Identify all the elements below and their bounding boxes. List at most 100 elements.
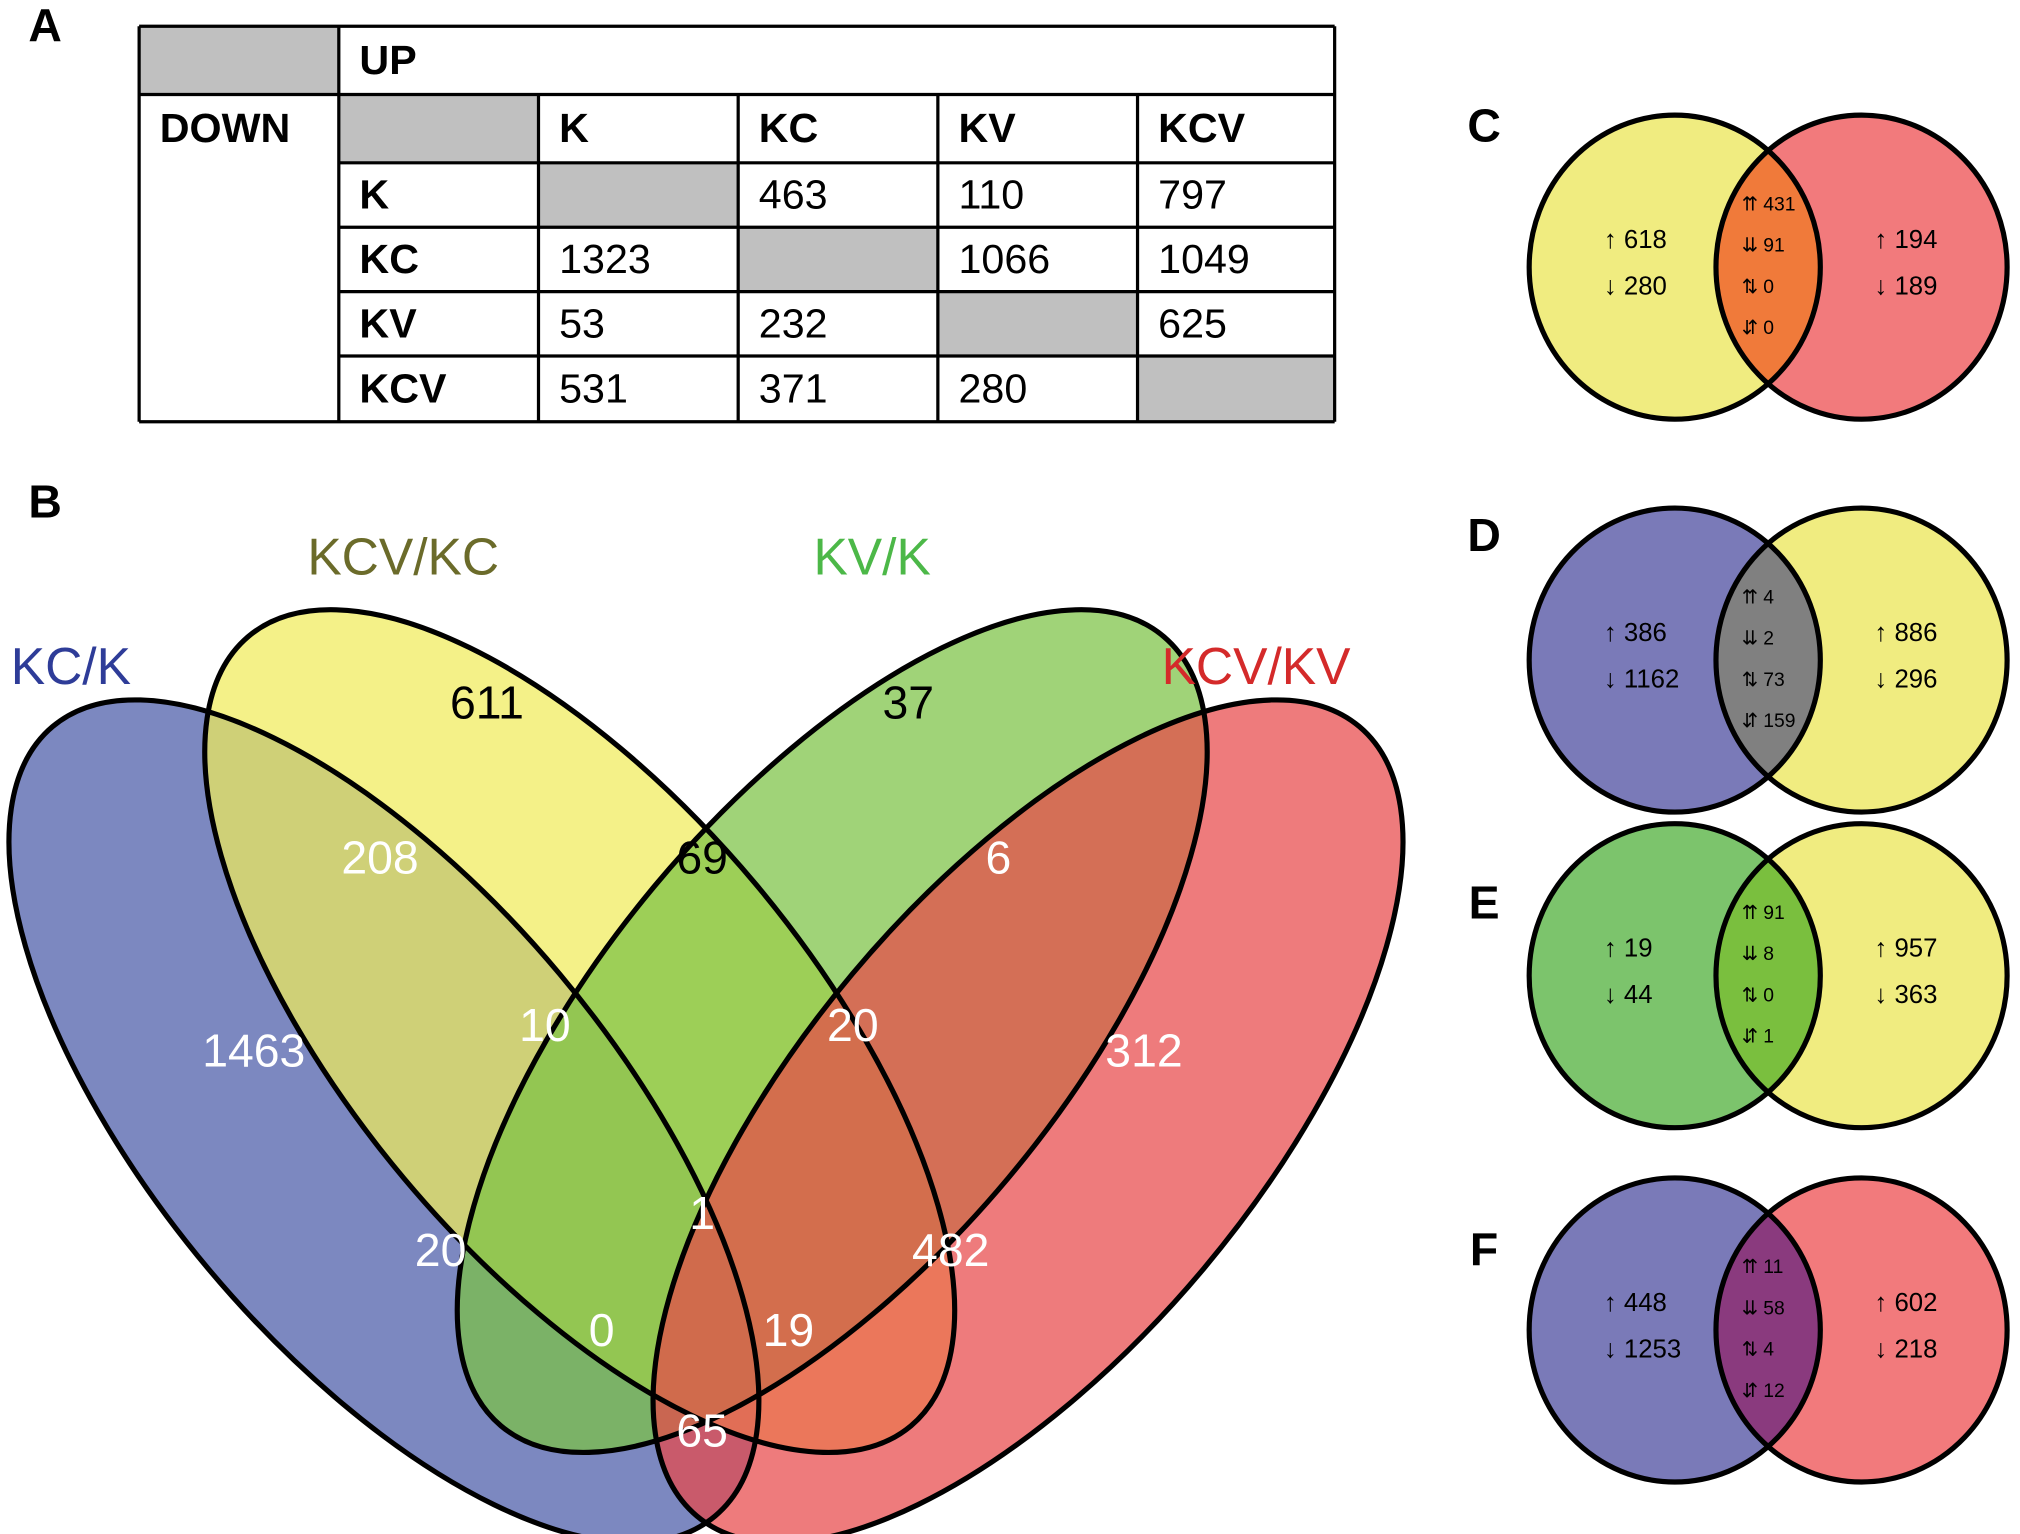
set-label: KCV/KC (307, 527, 499, 585)
overlap-count: ⇈ 431 (1742, 194, 1796, 215)
overlap-count: ⇊ 91 (1742, 236, 1785, 257)
up-label: UP (359, 37, 416, 83)
gray-cell (338, 94, 539, 163)
gray-cell (738, 227, 938, 292)
venn-outline (1713, 505, 2010, 815)
venn-overlap (1715, 115, 1821, 420)
left-count: ↓ 280 (1604, 273, 1667, 301)
left-count: ↓ 1162 (1604, 665, 1679, 693)
left-count: ↑ 448 (1604, 1289, 1667, 1317)
region-count: 1463 (202, 1025, 305, 1077)
venn-overlap (1715, 1177, 1821, 1482)
down-label: DOWN (160, 105, 291, 151)
overlap-count: ⇵ 12 (1742, 1381, 1785, 1402)
left-count: ↑ 386 (1604, 619, 1667, 647)
left-count: ↓ 1253 (1604, 1335, 1681, 1363)
right-count: ↑ 886 (1874, 619, 1937, 647)
panel-label: B (28, 476, 61, 528)
table-cell: 232 (759, 300, 828, 346)
right-count: ↑ 194 (1874, 226, 1937, 254)
set-label: KV/K (813, 527, 930, 585)
overlap-count: ⇈ 11 (1742, 1257, 1784, 1278)
region-count: 19 (763, 1304, 815, 1356)
gray-cell (1137, 356, 1335, 422)
table-cell: 1049 (1158, 236, 1250, 282)
table-cell: 1066 (958, 236, 1050, 282)
region-count: 10 (519, 999, 571, 1051)
row-header: KC (359, 236, 419, 282)
overlap-count: ⇊ 8 (1742, 944, 1774, 965)
overlap-count: ⇵ 159 (1742, 711, 1796, 732)
right-count: ↓ 189 (1874, 273, 1937, 301)
gray-cell (538, 162, 739, 228)
venn-overlap (1715, 508, 1821, 813)
overlap-count: ⇅ 0 (1742, 277, 1774, 298)
table-cell: 53 (559, 300, 605, 346)
table-cell: 1323 (559, 236, 651, 282)
region-count: 65 (676, 1405, 728, 1457)
region-count: 20 (415, 1224, 467, 1276)
panel-label: A (28, 0, 61, 51)
right-count: ↑ 957 (1874, 935, 1937, 963)
column-header: KC (759, 105, 819, 151)
region-count: 0 (589, 1304, 615, 1356)
left-count: ↑ 618 (1604, 226, 1667, 254)
set-outline (6, 697, 762, 1534)
overlap-count: ⇵ 1 (1742, 1027, 1774, 1048)
region-count: 20 (827, 999, 879, 1051)
region-count: 6 (986, 831, 1012, 883)
region-count: 482 (912, 1224, 989, 1276)
overlap-count: ⇈ 4 (1742, 587, 1775, 608)
right-count: ↓ 363 (1874, 981, 1937, 1009)
region-count: 1 (689, 1187, 715, 1239)
venn-outline (1526, 112, 1823, 422)
venn-overlap (1715, 823, 1821, 1128)
column-header: K (559, 105, 589, 151)
set-outline (650, 697, 1406, 1534)
venn-outline (1713, 1175, 2010, 1485)
row-header: K (359, 171, 389, 217)
region-count: 208 (341, 831, 418, 883)
venn-outline (1526, 1175, 1823, 1485)
column-header: KV (958, 105, 1016, 151)
gray-cell (139, 26, 339, 95)
table-cell: 371 (759, 365, 828, 411)
table-cell: 531 (559, 365, 628, 411)
gray-cell (937, 291, 1138, 357)
panel-label: E (1469, 876, 1500, 928)
venn-outline (1526, 505, 1823, 815)
right-count: ↓ 296 (1874, 665, 1937, 693)
set-label: KC/K (11, 637, 131, 695)
overlap-count: ⇵ 0 (1742, 318, 1774, 339)
set-label: KCV/KV (1162, 637, 1352, 695)
table-cell: 110 (958, 171, 1024, 217)
venn-outline (1526, 821, 1823, 1131)
table-cell: 463 (759, 171, 828, 217)
overlap-count: ⇈ 91 (1742, 903, 1785, 924)
region-count: 69 (676, 831, 728, 883)
overlap-count: ⇅ 0 (1742, 985, 1774, 1006)
panel-label: F (1470, 1223, 1498, 1275)
overlap-count: ⇊ 2 (1742, 629, 1774, 650)
row-header: KV (359, 300, 417, 346)
right-count: ↑ 602 (1874, 1289, 1937, 1317)
region-count: 37 (882, 677, 934, 729)
table-cell: 797 (1158, 171, 1227, 217)
set-fill (653, 699, 1403, 1534)
left-count: ↓ 44 (1604, 981, 1653, 1009)
right-count: ↓ 218 (1874, 1335, 1937, 1363)
venn-outline (1713, 821, 2010, 1131)
row-header: KCV (359, 365, 447, 411)
set-outline (454, 607, 1210, 1456)
overlap-count: ⇅ 4 (1742, 1340, 1775, 1361)
panel-label: D (1467, 509, 1500, 561)
set-outline (202, 607, 958, 1456)
venn-outline (1713, 112, 2010, 422)
region-count: 312 (1105, 1025, 1182, 1077)
table-cell: 625 (1158, 300, 1227, 346)
table-cell: 280 (958, 365, 1027, 411)
panel-label: C (1467, 100, 1500, 152)
overlap-count: ⇊ 58 (1742, 1298, 1785, 1319)
left-count: ↑ 19 (1604, 935, 1653, 963)
